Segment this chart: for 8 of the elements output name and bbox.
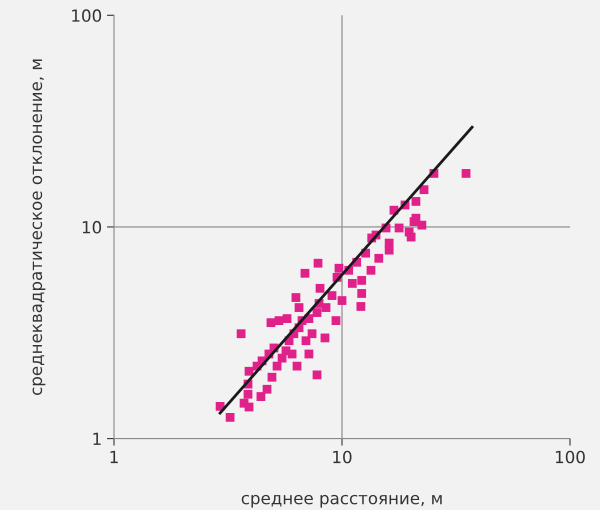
y-tick-label: 10 bbox=[82, 220, 102, 234]
x-tick-label: 100 bbox=[556, 450, 585, 464]
x-tick-label: 10 bbox=[333, 450, 352, 464]
x-axis-title: среднее расстояние, м bbox=[242, 494, 442, 508]
y-tick-label: 1 bbox=[93, 432, 101, 445]
x-tick-label: 1 bbox=[110, 450, 118, 464]
y-axis-title: среднеквадратическое отклонение, м bbox=[32, 60, 46, 395]
y-tick-label: 100 bbox=[72, 9, 102, 22]
